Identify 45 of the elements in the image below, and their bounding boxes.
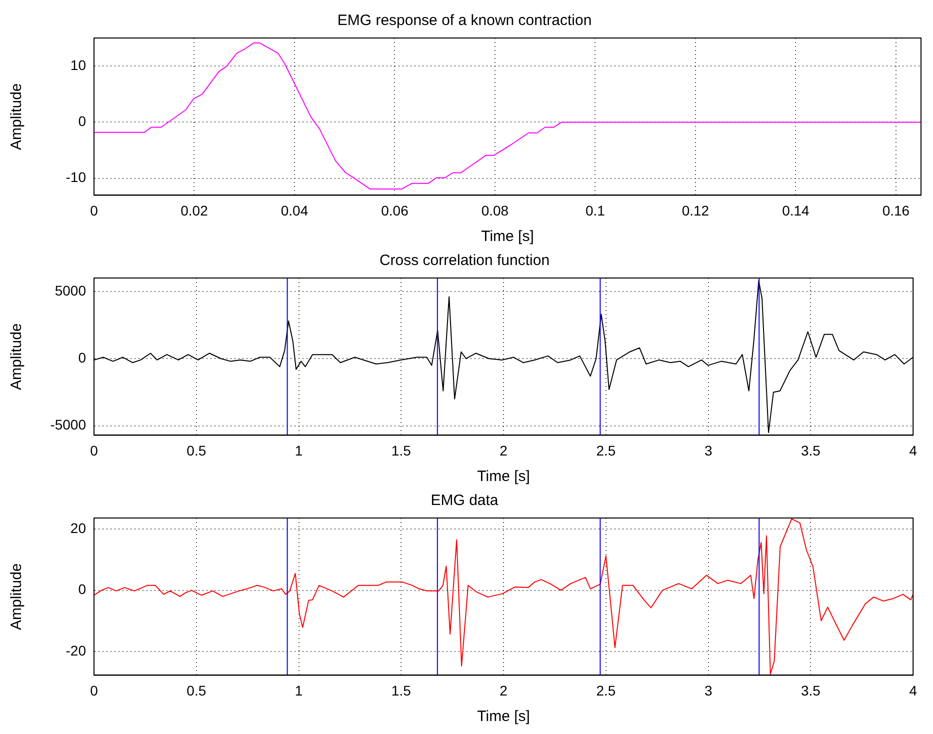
y-tick-label: 0 bbox=[78, 581, 86, 598]
x-tick-label: 0.16 bbox=[882, 202, 910, 218]
x-tick-label: 2 bbox=[500, 442, 508, 458]
x-tick-label: 0.06 bbox=[381, 202, 409, 218]
x-tick-label: 0.5 bbox=[186, 682, 206, 698]
x-axis-title: Time [s] bbox=[481, 228, 534, 246]
x-tick-label: 2 bbox=[500, 682, 508, 698]
x-tick-label: 0.04 bbox=[280, 202, 308, 218]
y-axis-title: Amplitude bbox=[8, 83, 26, 150]
x-tick-label: 1 bbox=[294, 442, 303, 458]
x-tick-label: 0.5 bbox=[186, 442, 206, 458]
x-tick-label: 1.5 bbox=[391, 442, 412, 458]
y-tick-label: -10 bbox=[66, 169, 86, 186]
x-tick-label: 1 bbox=[294, 682, 303, 698]
chart-title: EMG data bbox=[430, 492, 499, 510]
y-axis-title: Amplitude bbox=[8, 563, 26, 630]
x-tick-label: 0.14 bbox=[782, 202, 810, 218]
y-tick-label: -20 bbox=[66, 642, 86, 658]
x-axis-title: Time [s] bbox=[477, 708, 530, 726]
y-tick-label: 20 bbox=[70, 520, 86, 536]
y-tick-label: 5000 bbox=[54, 282, 86, 298]
x-tick-label: 0 bbox=[90, 442, 98, 458]
y-tick-label: 10 bbox=[70, 56, 86, 73]
x-tick-label: 0.12 bbox=[682, 202, 710, 218]
x-tick-label: 1.5 bbox=[391, 682, 412, 698]
x-tick-label: 0 bbox=[90, 202, 98, 218]
x-tick-label: 3 bbox=[704, 682, 712, 698]
x-tick-label: 0.08 bbox=[481, 202, 509, 218]
x-tick-label: 2.5 bbox=[596, 682, 616, 698]
y-tick-label: 0 bbox=[78, 113, 86, 130]
x-tick-label: 0.02 bbox=[180, 202, 208, 218]
x-tick-label: 2.5 bbox=[596, 442, 616, 458]
x-tick-label: 4 bbox=[909, 682, 918, 698]
y-tick-label: 0 bbox=[78, 349, 86, 366]
chart-title: EMG response of a known contraction bbox=[337, 12, 592, 30]
x-tick-label: 0 bbox=[90, 682, 98, 698]
x-tick-label: 4 bbox=[909, 442, 918, 458]
x-tick-label: 3.5 bbox=[800, 442, 821, 458]
y-tick-label: -5000 bbox=[50, 416, 86, 433]
x-tick-label: 0.1 bbox=[585, 202, 606, 218]
x-tick-label: 3.5 bbox=[800, 682, 821, 698]
y-axis-title: Amplitude bbox=[8, 323, 26, 390]
chart-title: Cross correlation function bbox=[379, 252, 550, 270]
x-tick-label: 3 bbox=[704, 442, 712, 458]
x-axis-title: Time [s] bbox=[477, 468, 530, 486]
